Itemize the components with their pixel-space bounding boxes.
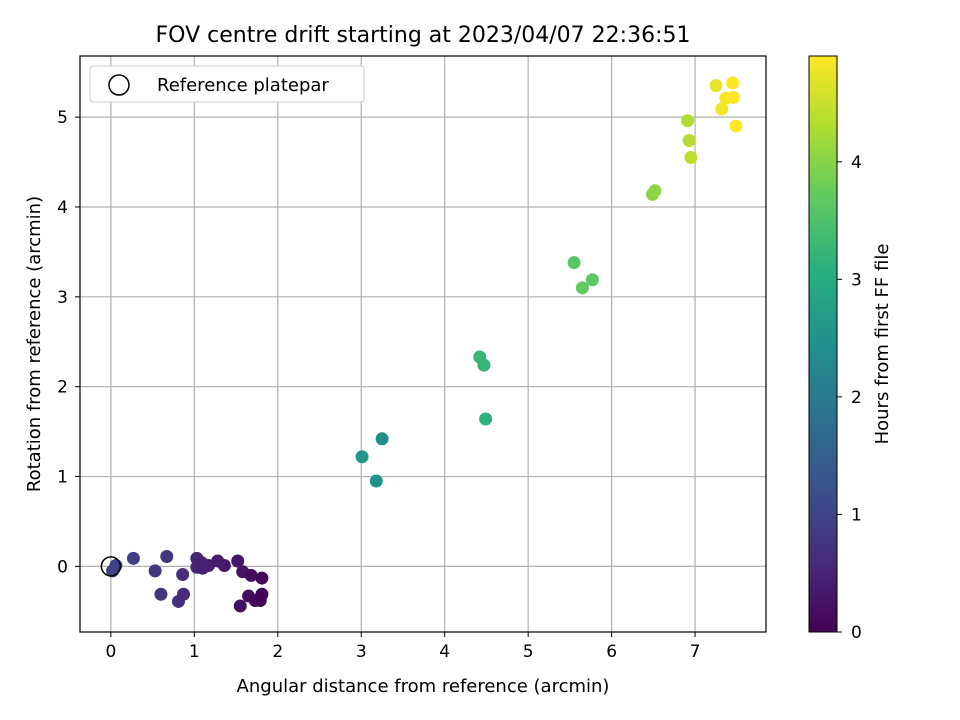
data-point [585,273,599,287]
y-axis-ticks: 0 1 2 3 4 5 [57,108,80,577]
data-point [715,102,729,116]
data-point [648,184,662,198]
y-tick-label: 2 [57,378,68,398]
data-point [575,281,589,295]
data-point [684,151,698,165]
x-tick-label: 0 [105,642,116,662]
data-point [244,568,258,582]
legend: Reference platepar [89,65,365,103]
chart-title: FOV centre drift starting at 2023/04/07 … [156,23,691,48]
y-tick-label: 4 [57,198,68,218]
y-axis-label: Rotation from reference (arcmin) [24,196,45,492]
x-tick-label: 6 [606,642,617,662]
x-tick-label: 1 [189,642,200,662]
colorbar-tick-label: 1 [851,505,862,525]
data-point [681,114,695,128]
reference-marker-layer [100,556,122,577]
y-tick-label: 1 [57,468,68,488]
data-point [176,587,190,601]
data-point [729,119,743,133]
colorbar-tick-label: 3 [851,270,862,290]
colorbar-tick-label: 0 [851,623,862,643]
legend-open-circle-icon [108,74,130,96]
colorbar-ticks: 0 1 2 3 4 [837,153,862,643]
data-point [233,599,247,613]
data-point [567,256,581,270]
x-tick-label: 2 [272,642,283,662]
colorbar-tick-label: 2 [851,388,862,408]
x-tick-label: 7 [690,642,701,662]
colorbar-label: Hours from first FF file [872,244,893,445]
data-point [126,551,140,565]
y-tick-label: 0 [57,557,68,577]
x-tick-label: 3 [356,642,367,662]
data-point [726,90,740,104]
data-point [154,587,168,601]
data-point [355,450,369,464]
data-point [231,554,245,568]
colorbar-tick-label: 4 [851,153,862,173]
data-point [255,571,269,585]
data-point [176,567,190,581]
reference-platepar-marker [100,556,122,577]
x-axis-ticks: 0 1 2 3 4 5 6 7 [105,632,700,662]
data-point [726,76,740,90]
legend-label: Reference platepar [157,75,329,96]
data-point [148,564,162,578]
data-points [106,76,743,613]
x-axis-label: Angular distance from reference (arcmin) [237,676,610,697]
data-point [709,79,723,93]
colorbar [808,55,838,633]
data-point [369,474,383,488]
x-tick-label: 4 [439,642,450,662]
y-tick-label: 3 [57,288,68,308]
grid-lines [80,56,766,632]
data-point [477,358,491,372]
plot-frame [79,55,767,633]
data-point [375,432,389,446]
data-point [217,559,231,573]
data-point [479,412,493,426]
y-tick-label: 5 [57,108,68,128]
data-point [682,133,696,147]
data-point [255,587,269,601]
data-point [160,550,174,564]
legend-box [89,65,365,103]
x-tick-label: 5 [523,642,534,662]
